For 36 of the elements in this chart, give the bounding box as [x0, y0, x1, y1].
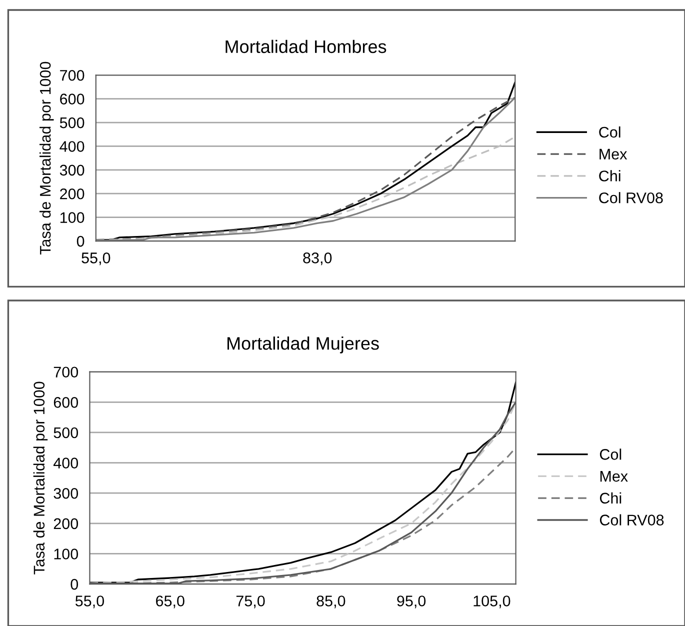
legend-label: Col: [600, 448, 622, 460]
legend-label: Chi: [600, 492, 622, 504]
legend-label: Col RV08: [600, 514, 664, 526]
x-tick-label: 65,0: [156, 596, 184, 608]
y-tick-label: 200: [60, 188, 84, 200]
legend-label: Mex: [600, 148, 628, 160]
y-tick-label: 500: [60, 117, 84, 128]
x-tick-label: 105,0: [474, 596, 510, 608]
y-tick-label: 0: [70, 578, 78, 590]
y-axis-title: Tasa de Mortalidad por 1000: [33, 382, 48, 574]
y-tick-label: 600: [54, 397, 78, 408]
y-axis-title: Tasa de Mortalidad por 1000: [40, 62, 54, 255]
x-tick-label: 83,0: [303, 252, 332, 266]
chart-title: Mortalidad Mujeres: [227, 336, 379, 354]
x-tick-label: 85,0: [316, 596, 346, 608]
y-tick-label: 500: [54, 427, 78, 438]
legend-label: Col: [599, 126, 620, 138]
x-tick-label: 75,0: [236, 596, 265, 608]
legend-label: Chi: [599, 170, 620, 182]
y-tick-label: 0: [76, 236, 84, 247]
legend-label: Col RV08: [599, 192, 663, 204]
y-tick-label: 400: [60, 141, 84, 152]
y-tick-label: 100: [60, 212, 84, 223]
y-tick-label: 700: [54, 366, 78, 378]
y-tick-label: 400: [53, 458, 78, 468]
y-tick-label: 300: [60, 164, 84, 176]
x-tick-label: 95,0: [397, 596, 426, 608]
legend-label: Mex: [600, 471, 628, 482]
y-tick-label: 100: [54, 548, 78, 560]
x-tick-label: 55,0: [82, 252, 110, 266]
y-tick-label: 300: [54, 488, 78, 499]
y-tick-label: 600: [60, 94, 84, 105]
x-tick-label: 55,0: [75, 596, 104, 608]
chart-title: Mortalidad Hombres: [226, 40, 386, 54]
y-tick-label: 200: [54, 518, 78, 530]
y-tick-label: 700: [60, 70, 84, 81]
